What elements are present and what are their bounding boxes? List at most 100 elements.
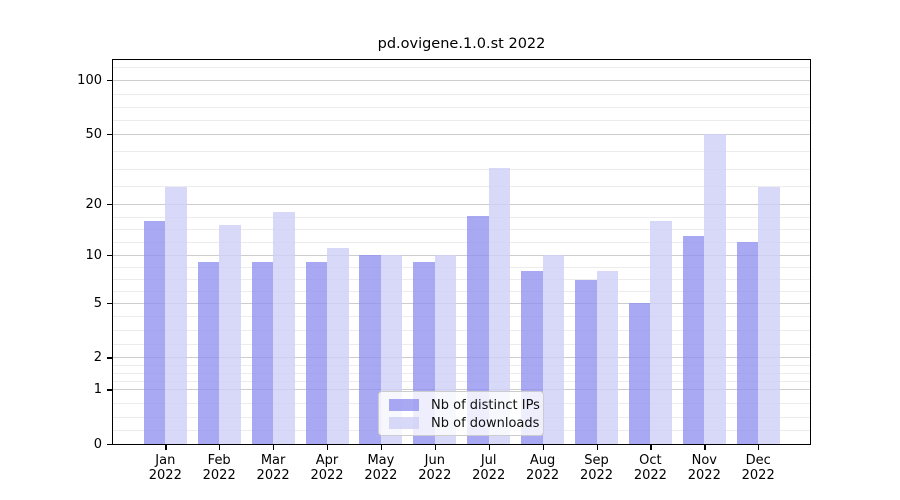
axis-spine-bottom	[112, 444, 811, 446]
legend-label: Nb of distinct IPs	[431, 397, 540, 413]
x-tick-mark	[380, 444, 383, 450]
bar-downloads	[758, 187, 780, 444]
bar-distinct-ips	[467, 216, 489, 444]
y-tick-label: 20	[85, 196, 102, 212]
minor-gridline	[113, 168, 810, 170]
minor-gridline	[113, 373, 810, 375]
x-tick-mark	[704, 444, 706, 450]
x-tick-mark	[488, 444, 490, 450]
x-tick-month: Dec	[745, 453, 771, 468]
bar-downloads	[219, 225, 241, 444]
minor-gridline	[113, 278, 810, 280]
x-tick-year: 2022	[202, 468, 236, 483]
x-tick-mark	[219, 444, 221, 450]
minor-gridline	[113, 186, 810, 188]
x-tick-year: 2022	[741, 468, 775, 483]
major-gridline	[113, 80, 810, 81]
x-tick-mark	[165, 444, 167, 450]
minor-gridline	[113, 66, 810, 68]
bar-downloads	[596, 270, 618, 444]
minor-gridline	[113, 151, 810, 153]
x-tick-label: Jan 2022	[135, 453, 195, 483]
bar-distinct-ips	[359, 254, 381, 444]
x-tick-mark	[758, 444, 760, 450]
y-tick-label: 10	[85, 247, 102, 263]
minor-gridline	[113, 107, 810, 108]
major-gridline	[113, 357, 810, 359]
x-tick-month: Mar	[260, 453, 286, 468]
y-tick-label: 5	[93, 295, 102, 311]
bar-distinct-ips	[736, 241, 759, 444]
bar-distinct-ips	[628, 302, 651, 444]
chart-title: pd.ovigene.1.0.st 2022	[377, 36, 546, 52]
axis-spine-right	[810, 59, 812, 445]
x-tick-label: Mar 2022	[243, 453, 303, 483]
x-tick-year: 2022	[310, 468, 344, 483]
y-tick-label: 50	[85, 126, 102, 142]
bar-downloads	[165, 187, 187, 444]
minor-gridline	[113, 216, 810, 218]
minor-gridline	[113, 330, 810, 331]
minor-gridline	[113, 93, 810, 95]
x-tick-label: Oct 2022	[620, 453, 680, 483]
bar-downloads	[650, 220, 672, 444]
x-tick-label: Jun 2022	[405, 453, 465, 483]
y-tick-mark	[107, 203, 113, 206]
bar-downloads	[542, 254, 565, 444]
x-tick-month: Jan	[155, 453, 176, 468]
x-tick-mark	[327, 444, 329, 450]
bar-distinct-ips	[682, 235, 705, 444]
legend-label: Nb of downloads	[431, 415, 540, 431]
x-tick-year: 2022	[472, 468, 506, 483]
y-tick-label: 0	[93, 437, 102, 452]
x-tick-month: Sep	[584, 453, 609, 468]
x-tick-mark	[434, 444, 437, 450]
y-tick-mark	[107, 302, 113, 304]
x-tick-mark	[650, 444, 652, 450]
legend-swatch	[389, 417, 419, 429]
legend: Nb of distinct IPs Nb of downloads	[378, 391, 544, 436]
bar-downloads	[704, 133, 726, 444]
bar-distinct-ips	[197, 262, 220, 444]
x-tick-mark	[542, 444, 544, 450]
bar-downloads	[327, 248, 349, 444]
minor-gridline	[113, 229, 810, 231]
legend-entry-distinct-ips: Nb of distinct IPs	[389, 397, 540, 413]
x-tick-month: Apr	[315, 453, 339, 468]
bar-distinct-ips	[305, 262, 327, 444]
y-tick-mark	[107, 444, 113, 446]
x-tick-month: Feb	[207, 453, 231, 468]
y-tick-mark	[107, 357, 113, 359]
x-tick-year: 2022	[256, 468, 290, 483]
bar-distinct-ips	[575, 280, 597, 444]
x-tick-year: 2022	[526, 468, 560, 483]
x-tick-year: 2022	[148, 468, 182, 483]
major-gridline	[113, 302, 810, 304]
bar-distinct-ips	[251, 262, 274, 444]
y-tick-mark	[107, 389, 113, 391]
x-tick-month: Nov	[691, 453, 717, 468]
minor-gridline	[113, 381, 810, 383]
x-tick-mark	[596, 444, 598, 450]
minor-gridline	[113, 242, 810, 244]
bar-distinct-ips	[143, 220, 166, 444]
x-tick-year: 2022	[364, 468, 398, 483]
legend-swatch	[389, 399, 419, 411]
bar-downloads	[488, 168, 511, 444]
x-tick-label: Aug 2022	[513, 453, 573, 483]
x-tick-label: Jul 2022	[459, 453, 519, 483]
minor-gridline	[113, 266, 810, 268]
x-tick-label: Dec 2022	[728, 453, 788, 483]
axis-spine-left	[112, 59, 114, 445]
x-tick-year: 2022	[579, 468, 614, 483]
x-tick-month: Aug	[529, 453, 556, 468]
y-tick-mark	[107, 80, 113, 82]
y-tick-label: 100	[77, 73, 102, 88]
major-gridline	[113, 254, 810, 256]
x-tick-month: Jul	[480, 453, 497, 468]
major-gridline	[113, 203, 810, 205]
minor-gridline	[113, 316, 810, 318]
x-tick-mark	[273, 444, 275, 450]
x-tick-month: Jun	[424, 453, 445, 468]
